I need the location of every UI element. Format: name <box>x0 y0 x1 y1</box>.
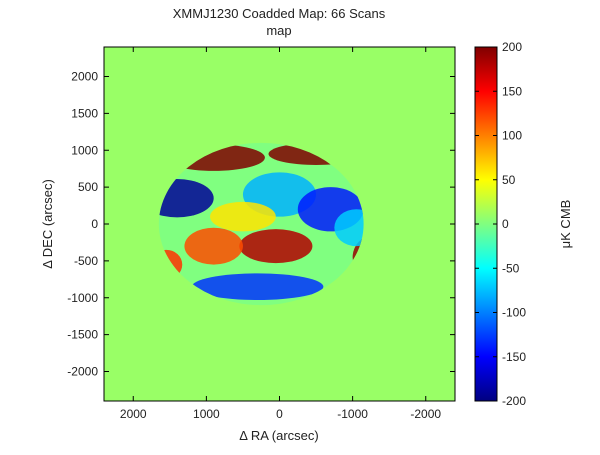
x-tick-label: -1000 <box>337 407 368 421</box>
y-tick-label: 0 <box>91 217 98 231</box>
y-tick-label: -1500 <box>67 328 98 342</box>
map-feature <box>210 201 276 232</box>
y-tick-label: -2000 <box>67 365 98 379</box>
map-feature <box>158 179 214 218</box>
colorbar-label: μK CMB <box>558 200 573 249</box>
y-tick-label: -500 <box>74 254 98 268</box>
map-feature <box>334 209 364 247</box>
map-feature <box>191 273 324 300</box>
y-tick-label: 2000 <box>71 70 98 84</box>
colorbar-tick-label: -100 <box>502 306 526 320</box>
colorbar-tick-label: 200 <box>502 40 522 54</box>
y-tick-label: 1000 <box>71 143 98 157</box>
x-tick-label: -2000 <box>410 407 441 421</box>
y-axis: 2000 1500 1000 500 0 -500 -1000 -1500 -2000 <box>67 70 455 379</box>
colorbar-tick-label: 0 <box>502 217 509 231</box>
map-feature <box>184 227 243 265</box>
map-features <box>158 142 364 300</box>
colorbar-tick-label: -150 <box>502 350 526 364</box>
x-tick-label: 1000 <box>193 407 220 421</box>
chart-title: XMMJ1230 Coadded Map: 66 Scans <box>172 6 386 21</box>
colorbar-axis: 200 150 100 50 0 -50 -100 -150 -200 <box>475 40 526 408</box>
x-tick-label: 2000 <box>120 407 147 421</box>
map-feature <box>239 229 313 264</box>
colorbar-tick-label: 100 <box>502 129 522 143</box>
chart-subtitle: map <box>266 23 292 38</box>
y-tick-label: 500 <box>78 180 98 194</box>
colorbar-tick-label: -50 <box>502 261 520 275</box>
map-layer <box>158 142 364 306</box>
y-tick-label: 1500 <box>71 106 98 120</box>
colorbar-tick-label: 150 <box>502 84 522 98</box>
x-tick-label: 0 <box>276 407 283 421</box>
y-tick-label: -1000 <box>67 291 98 305</box>
x-axis-label: Δ RA (arcsec) <box>239 428 318 443</box>
x-axis: 2000 1000 0 -1000 -2000 <box>120 47 441 421</box>
colorbar-tick-label: 50 <box>502 173 516 187</box>
y-axis-label: Δ DEC (arcsec) <box>40 179 55 269</box>
colorbar-tick-label: -200 <box>502 394 526 408</box>
